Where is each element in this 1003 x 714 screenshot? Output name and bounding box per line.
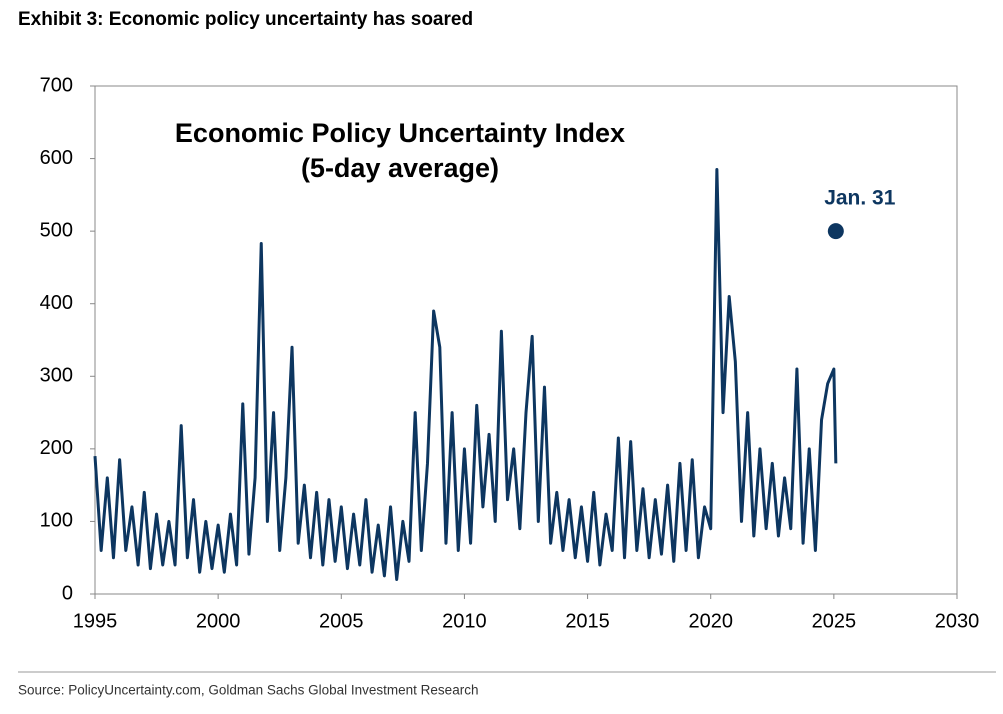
x-tick-label: 2010 xyxy=(442,610,487,632)
y-tick-label: 600 xyxy=(40,147,73,169)
y-tick-label: 200 xyxy=(40,437,73,459)
y-tick-label: 100 xyxy=(40,510,73,532)
header: Exhibit 3: Economic policy uncertainty h… xyxy=(18,9,473,30)
chart-title: Economic Policy Uncertainty Index xyxy=(175,118,625,148)
y-tick-label: 500 xyxy=(40,219,73,241)
x-tick-label: 2000 xyxy=(196,610,241,632)
x-tick-label: 1995 xyxy=(73,610,118,632)
x-tick-label: 2015 xyxy=(565,610,610,632)
x-tick-label: 2025 xyxy=(812,610,857,632)
highlight-label: Jan. 31 xyxy=(824,187,896,210)
x-tick-label: 2020 xyxy=(688,610,733,632)
y-tick-label: 0 xyxy=(62,582,73,604)
y-tick-label: 300 xyxy=(40,365,73,387)
y-tick-label: 700 xyxy=(40,74,73,96)
y-tick-label: 400 xyxy=(40,292,73,314)
line xyxy=(93,167,838,581)
source: Source: PolicyUncertainty.com, Goldman S… xyxy=(18,683,478,698)
x-tick-label: 2005 xyxy=(319,610,364,632)
x-tick-label: 2030 xyxy=(935,610,980,632)
chart-subtitle: (5-day average) xyxy=(301,153,499,183)
highlight-point xyxy=(827,223,844,240)
plot-frame xyxy=(94,85,958,595)
